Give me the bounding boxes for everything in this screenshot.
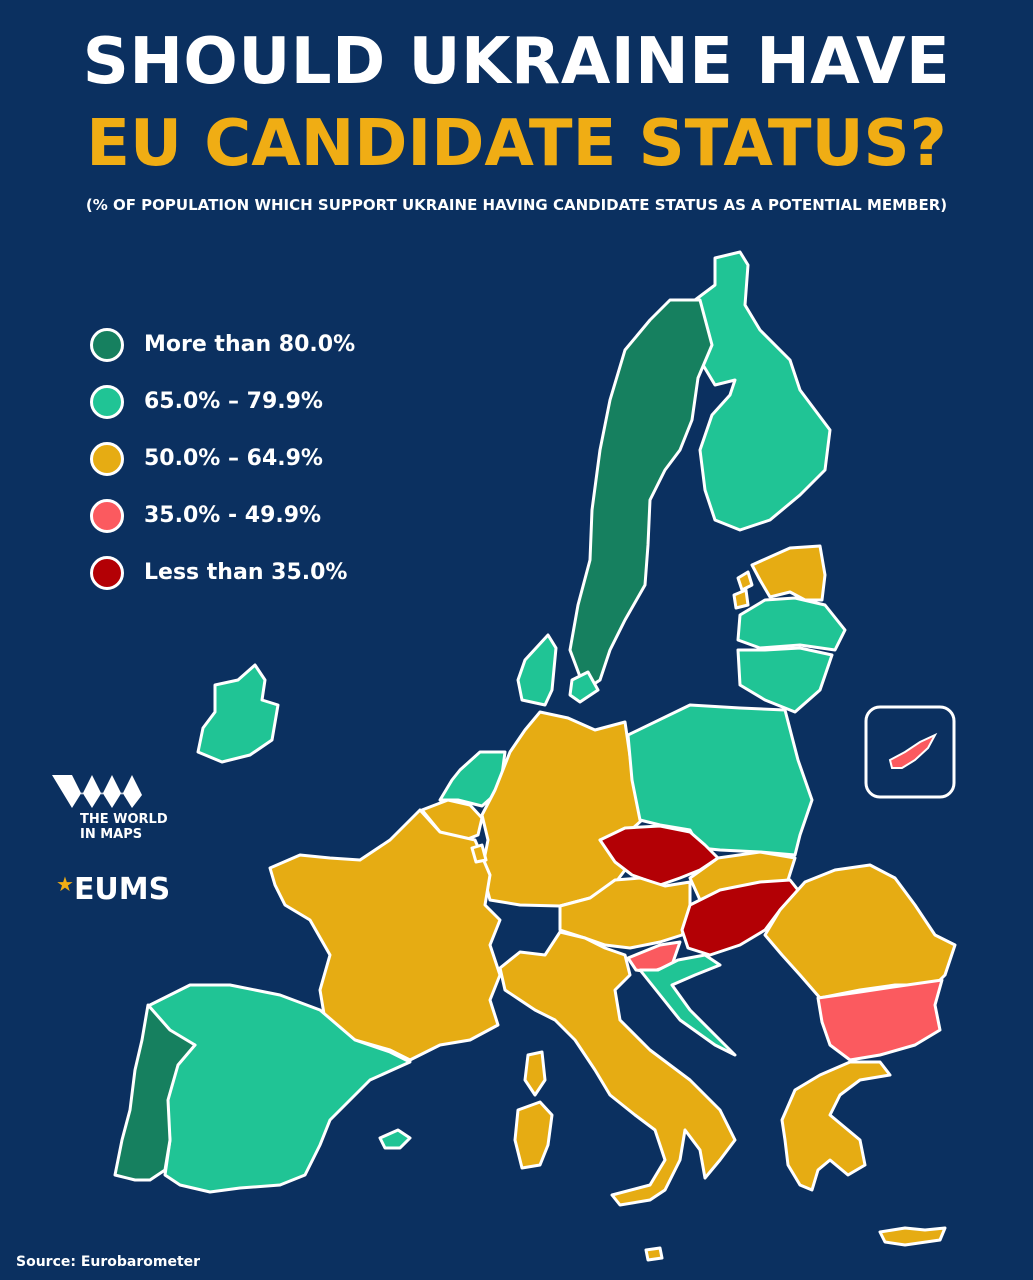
country-italy — [498, 930, 737, 1207]
legend-swatch — [90, 498, 124, 533]
eums-text: EUMS — [73, 872, 171, 907]
title-line-1: SHOULD UKRAINE HAVE — [82, 25, 951, 99]
country-greece — [780, 1060, 892, 1192]
legend-label: Less than 35.0% — [144, 560, 348, 585]
legend-item: 35.0% - 49.9% — [90, 487, 355, 544]
country-estonia-islands — [736, 570, 754, 592]
country-lithuania — [736, 646, 834, 714]
country-greece-crete — [878, 1226, 947, 1247]
country-malta — [644, 1246, 664, 1262]
eums-logo: ★EUMS — [56, 872, 170, 907]
legend-swatch — [90, 441, 124, 476]
country-luxembourg — [470, 843, 488, 864]
legend-label: 65.0% – 79.9% — [144, 389, 323, 414]
country-denmark-islands — [568, 670, 600, 704]
country-estonia-islands2 — [732, 588, 750, 610]
legend-swatch — [90, 555, 124, 590]
country-croatia — [638, 953, 737, 1057]
legend-swatch — [90, 327, 124, 362]
country-spain-balearic — [378, 1128, 412, 1150]
legend: More than 80.0% 65.0% – 79.9% 50.0% – 64… — [90, 316, 355, 601]
country-portugal — [113, 1003, 197, 1182]
world-in-maps-logo-icon — [52, 775, 142, 808]
legend-item: 65.0% – 79.9% — [90, 373, 355, 430]
subtitle: (% OF POPULATION WHICH SUPPORT UKRAINE H… — [85, 196, 948, 214]
country-france — [268, 808, 502, 1062]
legend-swatch — [90, 384, 124, 419]
country-romania — [763, 863, 957, 1000]
legend-item: 50.0% – 64.9% — [90, 430, 355, 487]
world-in-maps-logo-text: THE WORLD IN MAPS — [80, 812, 168, 842]
country-cyprus — [888, 732, 938, 769]
cyprus-inset-frame — [864, 705, 956, 799]
country-netherlands — [438, 750, 507, 808]
country-denmark — [516, 633, 558, 707]
legend-item: More than 80.0% — [90, 316, 355, 373]
star-icon: ★ — [56, 872, 74, 896]
country-estonia — [750, 544, 827, 602]
legend-label: 50.0% – 64.9% — [144, 446, 323, 471]
country-finland — [693, 250, 832, 532]
country-latvia — [736, 596, 847, 652]
source-note: Source: Eurobarometer — [16, 1254, 201, 1270]
country-france-corsica — [523, 1050, 547, 1097]
title-line-2: EU CANDIDATE STATUS? — [86, 107, 947, 181]
country-italy-sardinia — [513, 1100, 554, 1170]
country-germany — [480, 710, 644, 908]
country-sweden — [568, 298, 714, 692]
legend-label: More than 80.0% — [144, 332, 356, 357]
country-bulgaria — [816, 978, 944, 1062]
legend-label: 35.0% - 49.9% — [144, 503, 322, 528]
legend-item: Less than 35.0% — [90, 544, 355, 601]
country-ireland — [196, 663, 280, 764]
